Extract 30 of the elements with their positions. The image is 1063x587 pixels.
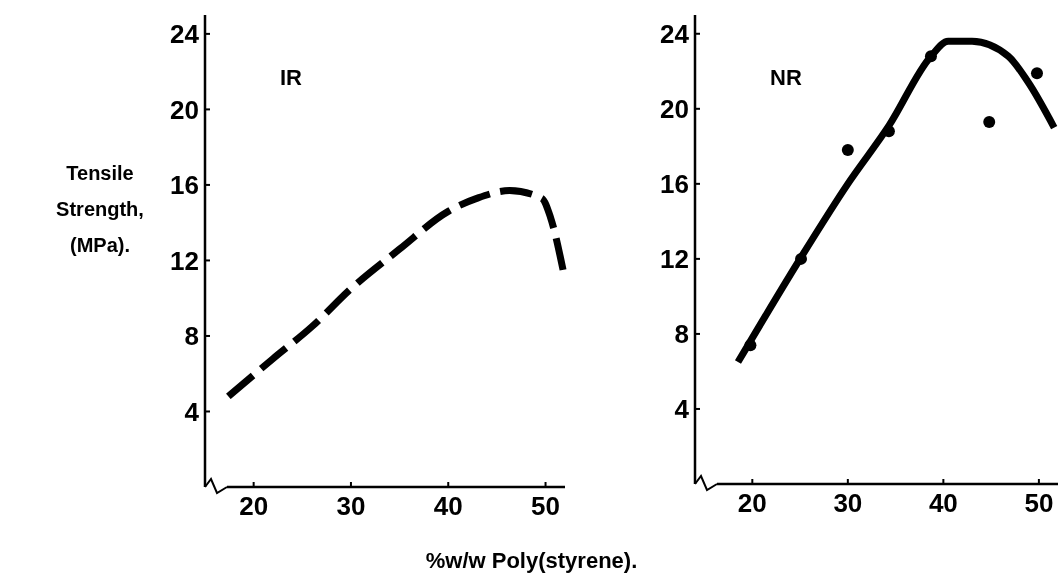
y-tick-label: 16: [170, 170, 199, 201]
y-tick-label: 12: [170, 245, 199, 276]
point: [744, 339, 757, 352]
text: IR: [280, 65, 303, 90]
y-tick-label: 24: [660, 18, 690, 49]
point: [795, 252, 808, 265]
x-tick-label: 40: [433, 491, 463, 521]
point: [841, 144, 854, 157]
point: [1030, 67, 1043, 80]
x-tick-label: 50: [1024, 488, 1054, 518]
x-tick-label: 40: [928, 488, 958, 518]
point: [924, 50, 937, 63]
y-tick-label: 8: [674, 319, 689, 350]
y-tick-label: 4: [184, 396, 200, 427]
y-axis-title: Tensile Strength, (MPa).: [56, 162, 144, 256]
x-tick-label: 30: [336, 491, 366, 521]
text: NR: [770, 65, 802, 90]
x-tick-label: 50: [531, 491, 560, 521]
x-tick-label: 20: [737, 488, 767, 518]
y-tick-label: 12: [660, 243, 689, 274]
x-tick-label: 20: [239, 491, 269, 521]
y-tick-label: 4: [674, 394, 690, 425]
y-tick-label: 20: [660, 93, 689, 124]
x-axis-title: %w/w Poly(styrene).: [425, 548, 638, 573]
x-tick-label: 30: [833, 488, 863, 518]
point: [983, 115, 996, 128]
y-tick-label: 20: [170, 94, 199, 125]
y-tick-label: 16: [660, 168, 689, 199]
y-tick-label: 8: [184, 321, 199, 352]
y-tick-label: 24: [170, 18, 200, 49]
